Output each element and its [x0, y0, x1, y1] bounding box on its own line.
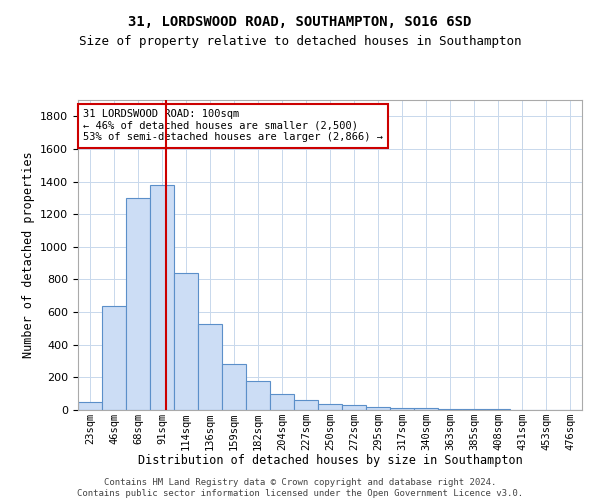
Bar — [174, 273, 198, 410]
Bar — [78, 402, 102, 410]
Bar — [486, 409, 510, 410]
Bar — [102, 306, 126, 410]
Bar — [270, 394, 294, 410]
Bar — [318, 404, 342, 410]
Bar — [246, 380, 270, 410]
Bar — [342, 406, 366, 410]
Text: 31, LORDSWOOD ROAD, SOUTHAMPTON, SO16 6SD: 31, LORDSWOOD ROAD, SOUTHAMPTON, SO16 6S… — [128, 15, 472, 29]
Bar — [294, 400, 318, 410]
Text: Size of property relative to detached houses in Southampton: Size of property relative to detached ho… — [79, 35, 521, 48]
Bar — [414, 408, 438, 410]
Bar — [438, 408, 462, 410]
Bar — [150, 185, 174, 410]
Bar — [126, 198, 150, 410]
Text: 31 LORDSWOOD ROAD: 100sqm
← 46% of detached houses are smaller (2,500)
53% of se: 31 LORDSWOOD ROAD: 100sqm ← 46% of detac… — [83, 110, 383, 142]
Bar — [462, 409, 486, 410]
Bar — [222, 364, 246, 410]
Y-axis label: Number of detached properties: Number of detached properties — [22, 152, 35, 358]
X-axis label: Distribution of detached houses by size in Southampton: Distribution of detached houses by size … — [137, 454, 523, 468]
Bar — [366, 406, 390, 410]
Text: Contains HM Land Registry data © Crown copyright and database right 2024.
Contai: Contains HM Land Registry data © Crown c… — [77, 478, 523, 498]
Bar — [390, 408, 414, 410]
Bar — [198, 324, 222, 410]
